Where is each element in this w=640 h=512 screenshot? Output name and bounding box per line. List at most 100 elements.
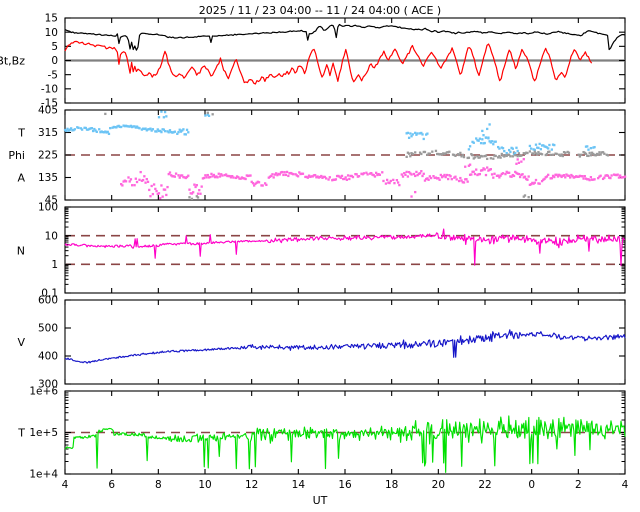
phi-dot bbox=[451, 153, 455, 156]
x-tick-label: 0 bbox=[528, 479, 535, 491]
lon-dot bbox=[166, 185, 169, 189]
lon-dot bbox=[160, 184, 163, 187]
lon-dot bbox=[570, 173, 573, 177]
phi-dot bbox=[499, 156, 502, 159]
lon-dot bbox=[398, 183, 401, 187]
lon-dot bbox=[603, 176, 606, 179]
lon-dot bbox=[587, 178, 590, 181]
lon-dot bbox=[450, 178, 453, 181]
lat-dot bbox=[472, 141, 475, 144]
lat-dot bbox=[587, 148, 590, 151]
lon-dot bbox=[514, 170, 517, 174]
lon-dot bbox=[459, 176, 462, 180]
lon-dot bbox=[304, 175, 307, 179]
lon-dot bbox=[182, 175, 185, 179]
lat-dot bbox=[511, 147, 514, 150]
lat-dot bbox=[494, 140, 497, 143]
lat-dot bbox=[545, 146, 549, 149]
lon-dot bbox=[344, 176, 347, 179]
lat-dot bbox=[71, 129, 74, 132]
lon-dot bbox=[316, 175, 319, 178]
lon-dot bbox=[550, 177, 553, 180]
lon-dot bbox=[612, 173, 616, 176]
lon-dot bbox=[317, 176, 320, 179]
x-tick-label: 8 bbox=[155, 479, 162, 491]
lon-dot bbox=[314, 173, 317, 177]
lon-dot bbox=[170, 174, 173, 177]
lat-dot bbox=[148, 128, 151, 131]
lon-dot bbox=[471, 170, 474, 173]
lon-dot bbox=[568, 176, 572, 179]
lon-dot bbox=[461, 181, 464, 184]
lon-dot bbox=[224, 173, 228, 176]
y-tick-label: 10 bbox=[45, 230, 58, 242]
phi-dot bbox=[439, 153, 442, 156]
y-tick-label: 10 bbox=[45, 27, 58, 39]
phi-dot bbox=[531, 152, 534, 155]
lat-dot bbox=[185, 128, 189, 131]
lat-dot bbox=[90, 127, 94, 130]
lon-dot bbox=[417, 172, 421, 175]
lon-dot bbox=[376, 173, 379, 177]
lon-dot bbox=[281, 170, 284, 174]
lon-dot bbox=[504, 172, 507, 176]
lon-dot bbox=[427, 178, 430, 181]
lat-dot bbox=[492, 143, 495, 146]
lon-dot bbox=[322, 175, 325, 179]
phi-dot bbox=[532, 152, 535, 156]
lon-dot bbox=[586, 178, 589, 181]
lon-dot bbox=[217, 172, 220, 175]
lat-dot bbox=[482, 142, 485, 145]
lat-dot bbox=[497, 145, 500, 149]
lat-dot bbox=[584, 145, 588, 148]
lon-dot bbox=[551, 174, 555, 178]
phi-dot bbox=[599, 153, 602, 156]
phi-dot bbox=[406, 151, 410, 154]
lon-dot bbox=[206, 173, 209, 177]
lon-dot bbox=[479, 169, 483, 172]
lon-dot bbox=[253, 184, 256, 187]
lon-dot bbox=[515, 162, 518, 165]
lon-dot bbox=[439, 173, 442, 177]
lon-dot bbox=[420, 170, 423, 173]
phi-dot bbox=[436, 152, 439, 156]
lat-dot bbox=[490, 140, 494, 143]
lat-dot bbox=[172, 131, 175, 134]
lon-dot bbox=[134, 177, 137, 180]
y-tick-label: -5 bbox=[48, 69, 58, 81]
phi-dot bbox=[423, 150, 427, 154]
lat-dot bbox=[589, 146, 593, 150]
lat-dot bbox=[79, 127, 83, 130]
lon-dot bbox=[598, 175, 601, 178]
lon-dot bbox=[183, 176, 186, 179]
phi-dot bbox=[518, 154, 522, 157]
lat-dot bbox=[98, 128, 101, 131]
phi-dot bbox=[539, 152, 543, 155]
lat-dot bbox=[123, 125, 126, 128]
lon-dot bbox=[442, 175, 445, 178]
lon-dot bbox=[554, 173, 557, 176]
lon-dot bbox=[311, 175, 314, 178]
lon-dot bbox=[403, 172, 406, 175]
phi-dot bbox=[589, 154, 593, 157]
lon-dot bbox=[254, 182, 257, 186]
lon-dot bbox=[300, 172, 303, 175]
lon-dot bbox=[601, 177, 605, 181]
lat-dot bbox=[548, 143, 551, 147]
phi-dot bbox=[509, 155, 512, 158]
phi-dot bbox=[592, 152, 595, 156]
lon-dot bbox=[531, 181, 534, 185]
lon-dot bbox=[373, 175, 377, 178]
phi-dot bbox=[534, 152, 538, 155]
lon-dot bbox=[174, 172, 178, 175]
lon-dot bbox=[457, 179, 461, 183]
phi-dot bbox=[538, 152, 541, 155]
phi-dot bbox=[498, 154, 501, 158]
lon-dot bbox=[159, 197, 162, 200]
lon-dot bbox=[540, 179, 544, 183]
lat-dot bbox=[539, 148, 543, 151]
lon-dot bbox=[529, 183, 533, 186]
lat-dot bbox=[105, 131, 108, 134]
series-bt bbox=[64, 23, 626, 51]
lon-dot bbox=[576, 175, 579, 178]
